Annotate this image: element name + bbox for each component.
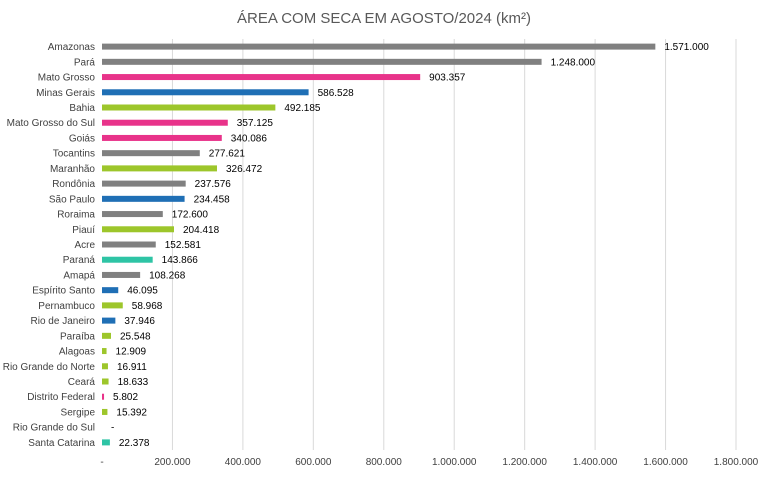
x-tick-label: 1.600.000 [643, 457, 688, 468]
category-label: Mato Grosso do Sul [7, 118, 95, 129]
category-label: Espírito Santo [32, 286, 95, 297]
x-tick-label: 600.000 [295, 457, 332, 468]
value-label: 25.548 [120, 331, 151, 342]
value-label: 172.600 [172, 210, 209, 221]
bar [102, 363, 108, 370]
value-label: 22.378 [119, 438, 150, 449]
value-label: 340.086 [231, 133, 268, 144]
x-tick-label: - [100, 457, 103, 468]
bar [102, 74, 421, 81]
category-label: Distrito Federal [27, 392, 95, 403]
value-label: 357.125 [237, 118, 274, 129]
category-label: Piauí [72, 225, 95, 236]
category-label: Tocantins [53, 149, 95, 160]
category-label: Amazonas [48, 42, 95, 53]
bar [102, 348, 107, 355]
bar [102, 165, 217, 172]
category-label: Goiás [69, 133, 95, 144]
category-label: Paraíba [60, 331, 95, 342]
bar [102, 439, 110, 446]
bar [102, 378, 109, 385]
bar [102, 104, 276, 111]
category-label: São Paulo [49, 194, 96, 205]
x-tick-label: 1.800.000 [714, 457, 759, 468]
category-label: Paraná [63, 255, 96, 266]
value-label: 586.528 [318, 88, 355, 99]
value-label: 152.581 [165, 240, 202, 251]
value-label: 18.633 [118, 377, 149, 388]
category-label: Maranhão [50, 164, 95, 175]
bar [102, 393, 105, 400]
category-label: Ceará [68, 377, 96, 388]
category-label: Amapá [63, 270, 95, 281]
bar [102, 43, 656, 50]
value-label: 903.357 [429, 73, 466, 84]
value-label: 234.458 [194, 194, 231, 205]
chart-title: ÁREA COM SECA EM AGOSTO/2024 (km²) [237, 10, 531, 27]
bar [102, 226, 175, 233]
gridlines [171, 39, 737, 450]
value-label: 108.268 [149, 270, 186, 281]
value-label: 1.248.000 [551, 57, 596, 68]
bar [102, 302, 123, 309]
value-label: 5.802 [113, 392, 138, 403]
value-label: 204.418 [183, 225, 220, 236]
category-label: Rio Grande do Sul [13, 423, 95, 434]
category-label: Alagoas [59, 347, 95, 358]
bar [102, 195, 185, 202]
category-label: Rio de Janeiro [31, 316, 96, 327]
bar [102, 256, 153, 263]
value-label: 46.095 [127, 286, 158, 297]
category-label: Sergipe [61, 407, 96, 418]
x-tick-label: 400.000 [225, 457, 262, 468]
category-label: Santa Catarina [28, 438, 95, 449]
x-tick-label: 800.000 [366, 457, 403, 468]
category-labels: Amazonas Pará Mato Grosso Minas Gerais Bahia… [3, 42, 96, 449]
bar [102, 332, 111, 339]
bar [102, 408, 108, 415]
value-label: - [111, 423, 114, 434]
value-label: 143.866 [162, 255, 199, 266]
category-label: Bahia [69, 103, 95, 114]
bar [102, 271, 141, 278]
category-label: Rondônia [52, 179, 95, 190]
category-label: Minas Gerais [36, 88, 95, 99]
category-label: Rio Grande do Norte [3, 362, 96, 373]
bar [102, 211, 163, 218]
value-label: 492.185 [284, 103, 321, 114]
bar [102, 119, 228, 126]
category-label: Pernambuco [38, 301, 95, 312]
value-label: 37.946 [124, 316, 155, 327]
category-label: Pará [74, 57, 96, 68]
value-label: 16.911 [117, 362, 147, 373]
value-label: 237.576 [195, 179, 232, 190]
x-tick-label: 1.200.000 [502, 457, 547, 468]
bar [102, 134, 222, 141]
bar [102, 58, 542, 65]
value-label: 326.472 [226, 164, 263, 175]
category-label: Roraima [57, 210, 95, 221]
category-label: Mato Grosso [38, 73, 96, 84]
bar [102, 287, 119, 294]
bar [102, 150, 200, 157]
bar [102, 317, 116, 324]
x-axis-ticks: - 200.000 400.000 600.000 800.000 1.000.000 1.… [100, 457, 758, 468]
value-labels: 1.571.000 1.248.000 903.357 586.528 492.185 3… [111, 42, 709, 449]
x-tick-label: 1.000.000 [432, 457, 477, 468]
value-label: 1.571.000 [664, 42, 709, 53]
value-label: 12.909 [116, 347, 147, 358]
category-label: Acre [74, 240, 95, 251]
bar [102, 241, 156, 248]
x-tick-label: 200.000 [154, 457, 191, 468]
value-label: 277.621 [209, 149, 246, 160]
value-label: 58.968 [132, 301, 163, 312]
bar [102, 89, 309, 96]
bar [102, 180, 186, 187]
x-tick-label: 1.400.000 [573, 457, 618, 468]
value-label: 15.392 [116, 407, 147, 418]
bars [102, 43, 656, 446]
